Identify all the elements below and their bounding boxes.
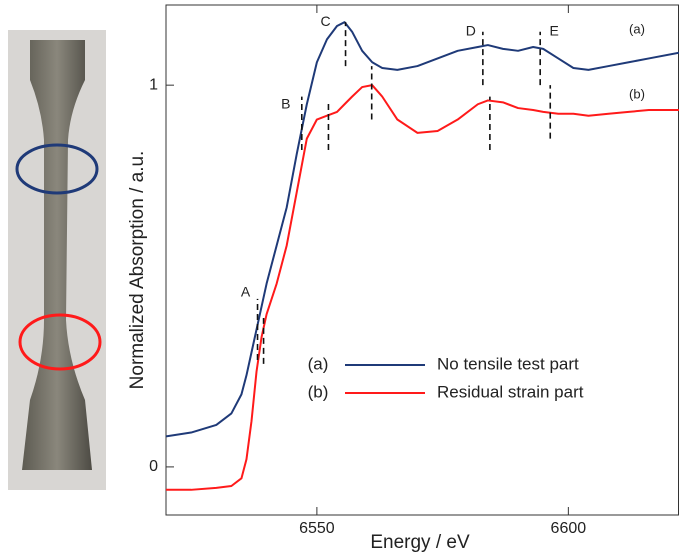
marker-label: B: [281, 95, 290, 111]
marker-label: C: [320, 13, 330, 29]
legend-label: No tensile test part: [437, 354, 579, 373]
legend-label: Residual strain part: [437, 382, 584, 401]
y-tick-label: 0: [149, 458, 158, 475]
marker-label: D: [466, 22, 476, 38]
y-tick-label: 1: [149, 76, 158, 93]
plot-frame: [165, 4, 679, 516]
blue-ellipse: [15, 143, 99, 195]
legend-tag: (b): [308, 382, 329, 401]
curve-tag: (a): [629, 21, 645, 36]
series-line: [166, 84, 679, 491]
x-axis-label: Energy / eV: [370, 532, 470, 553]
x-tick-label: 6550: [299, 520, 335, 537]
x-tick-label: 6600: [551, 520, 587, 537]
red-ellipse: [18, 313, 102, 371]
series-line: [166, 21, 679, 438]
curve-tag: (b): [629, 86, 645, 101]
marker-label: E: [550, 22, 559, 38]
legend-tag: (a): [308, 354, 329, 373]
y-axis-label: Normalized Absorption / a.u.: [127, 151, 148, 390]
specimen-photo: [8, 30, 106, 490]
marker-label: A: [241, 284, 251, 300]
specimen: [22, 40, 92, 470]
